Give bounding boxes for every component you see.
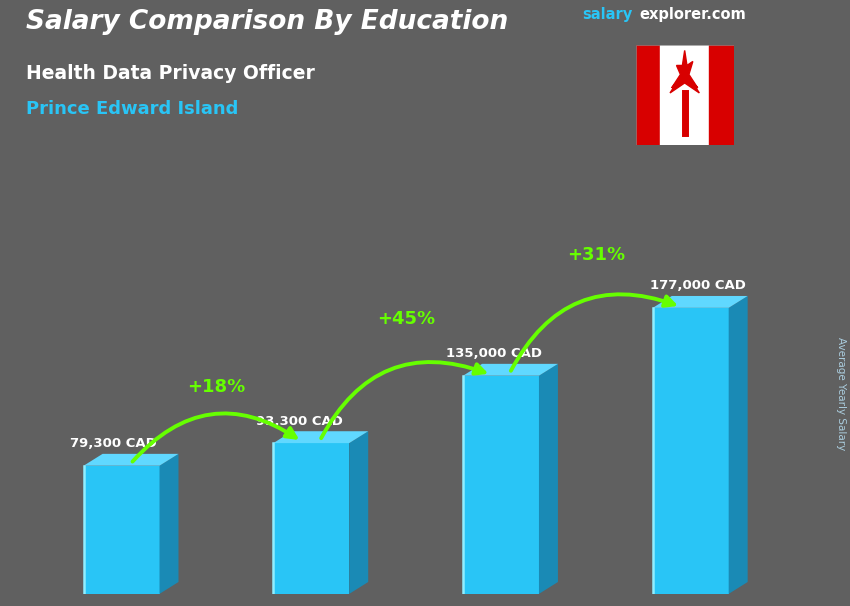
- Bar: [660, 45, 709, 145]
- Text: 177,000 CAD: 177,000 CAD: [650, 279, 745, 291]
- Polygon shape: [83, 454, 178, 466]
- FancyArrowPatch shape: [133, 413, 296, 462]
- Polygon shape: [539, 364, 558, 594]
- Polygon shape: [728, 296, 748, 594]
- Bar: [709, 45, 734, 145]
- Polygon shape: [463, 364, 558, 376]
- Polygon shape: [274, 431, 368, 443]
- Polygon shape: [349, 431, 368, 594]
- Bar: [636, 45, 660, 145]
- Text: 93,300 CAD: 93,300 CAD: [256, 415, 343, 428]
- Text: 79,300 CAD: 79,300 CAD: [71, 438, 157, 450]
- Text: +18%: +18%: [187, 378, 246, 396]
- Text: Salary Comparison By Education: Salary Comparison By Education: [26, 9, 507, 35]
- FancyArrowPatch shape: [511, 295, 674, 371]
- Text: Health Data Privacy Officer: Health Data Privacy Officer: [26, 64, 314, 82]
- Polygon shape: [653, 296, 748, 308]
- Polygon shape: [160, 454, 178, 594]
- Text: +45%: +45%: [377, 310, 435, 328]
- Polygon shape: [83, 466, 160, 594]
- Polygon shape: [670, 50, 700, 93]
- Polygon shape: [653, 308, 728, 594]
- Text: Prince Edward Island: Prince Edward Island: [26, 100, 238, 118]
- Text: +31%: +31%: [567, 245, 625, 264]
- Polygon shape: [463, 376, 539, 594]
- Text: explorer.com: explorer.com: [639, 7, 746, 22]
- Text: Average Yearly Salary: Average Yearly Salary: [836, 338, 846, 450]
- Polygon shape: [274, 443, 349, 594]
- FancyArrowPatch shape: [321, 362, 484, 438]
- Text: salary: salary: [582, 7, 632, 22]
- Text: 135,000 CAD: 135,000 CAD: [445, 347, 541, 361]
